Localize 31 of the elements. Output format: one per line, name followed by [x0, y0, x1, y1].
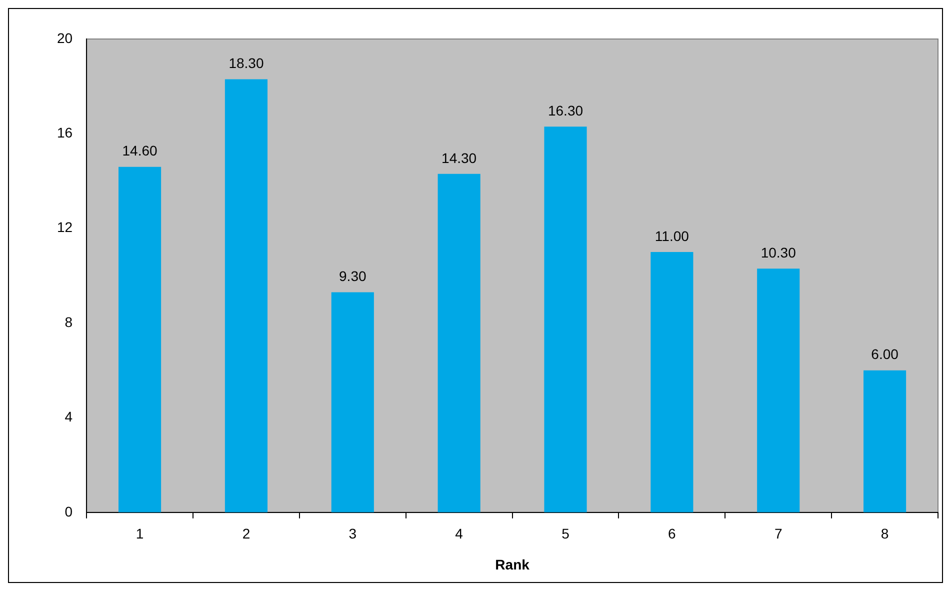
x-tick-label: 1 — [136, 526, 144, 542]
bar — [331, 292, 374, 512]
bar — [438, 174, 480, 512]
data-label: 10.30 — [760, 244, 796, 260]
bar — [544, 126, 587, 512]
data-label: 11.00 — [654, 228, 690, 244]
x-tick-label: 6 — [668, 526, 676, 542]
y-tick-label: 0 — [64, 503, 73, 520]
y-tick-label: 12 — [56, 219, 73, 236]
x-tick-label: 5 — [562, 526, 570, 542]
x-tick-label: 7 — [774, 526, 782, 542]
data-label: 6.00 — [871, 346, 899, 362]
bar — [224, 79, 268, 512]
data-label: 18.30 — [228, 55, 264, 72]
bar — [118, 166, 162, 512]
data-label: 14.60 — [122, 142, 158, 159]
x-tick-label: 3 — [348, 526, 357, 542]
data-label: 16.30 — [548, 102, 584, 118]
y-tick-label: 8 — [64, 314, 73, 330]
y-tick-label: 4 — [64, 408, 73, 425]
x-tick-label: 4 — [455, 526, 464, 542]
data-label: 14.30 — [442, 150, 477, 166]
data-label: 9.30 — [339, 268, 366, 284]
x-tick-label: 2 — [242, 526, 250, 542]
y-tick-label: 16 — [56, 124, 73, 141]
bar — [864, 370, 906, 512]
bar — [757, 268, 800, 512]
y-tick-label: 20 — [56, 30, 73, 46]
x-axis-title: Rank — [495, 556, 530, 572]
bar — [650, 252, 694, 512]
x-tick-label: 8 — [880, 526, 889, 542]
